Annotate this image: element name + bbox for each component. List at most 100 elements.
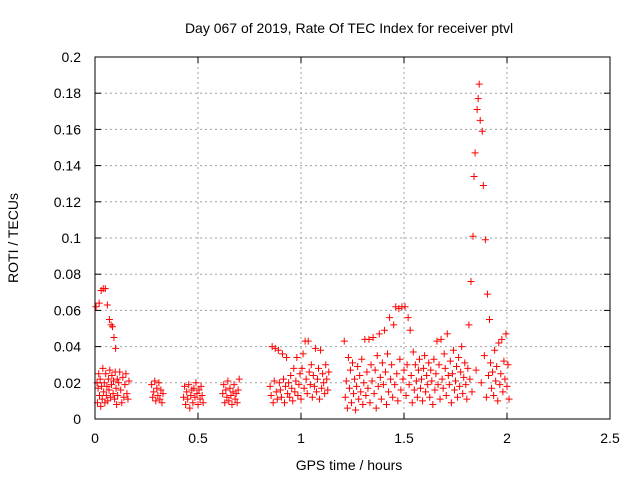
data-point [123,390,131,398]
data-point [466,375,474,383]
data-point [159,390,167,398]
data-point [484,372,492,380]
data-point [197,382,205,390]
data-point [485,315,493,323]
data-point [470,172,478,180]
data-point [148,381,156,389]
data-point [465,321,473,329]
data-point [94,384,102,392]
data-point [106,393,114,401]
x-axis-label: GPS time / hours [296,457,403,473]
y-tick-label: 0 [73,411,81,427]
data-point [481,236,489,244]
data-point [495,339,503,347]
data-point [494,397,502,405]
y-tick-label: 0.06 [54,302,81,318]
x-tick-label: 0.5 [188,430,208,446]
x-tick-label: 1.5 [394,430,414,446]
y-tick-label: 0.18 [54,85,81,101]
data-point [400,366,408,374]
data-point [447,399,455,407]
data-point [156,395,164,403]
data-point [500,357,508,365]
data-point [389,393,397,401]
data-point [184,395,192,403]
data-point [385,388,393,396]
data-point [317,346,325,354]
data-point [356,372,364,380]
data-point [234,386,242,394]
data-point [395,305,403,313]
data-point [233,399,241,407]
data-point [376,373,384,381]
data-point [104,375,112,383]
data-point [414,366,422,374]
data-point [437,335,445,343]
data-point [124,395,132,403]
data-point [299,350,307,358]
data-point [409,348,417,356]
data-point [428,377,436,385]
data-point [425,359,433,367]
data-point [100,388,108,396]
data-point [286,393,294,401]
data-point [300,384,308,392]
data-point [295,381,303,389]
data-point [377,395,385,403]
data-point [297,395,305,403]
data-point [302,375,310,383]
data-point [102,391,110,399]
data-point [232,390,240,398]
data-point [359,401,367,409]
data-point [479,182,487,190]
data-point [289,397,297,405]
data-point [267,391,275,399]
data-point [340,337,348,345]
data-point [491,346,499,354]
data-point [275,379,283,387]
data-point [277,393,285,401]
data-point [458,343,466,351]
data-point [503,382,511,390]
data-point [231,395,239,403]
data-point [406,326,414,334]
data-point [436,395,444,403]
data-point [489,368,497,376]
data-point [432,370,440,378]
data-point [183,388,191,396]
data-point [403,361,411,369]
data-point [367,361,375,369]
data-point [473,105,481,113]
data-point [150,388,158,396]
tick-labels: 0 0.5 1 1.5 2 2.5 0 0.02 0.04 0.06 0.08 0.1 0.12 0.14… [54,49,620,446]
data-point [104,397,112,405]
data-point [285,379,293,387]
data-point [343,404,351,412]
data-point [448,370,456,378]
data-point [342,377,350,385]
data-point [467,277,475,285]
data-point [100,379,108,387]
data-point [305,368,313,376]
data-point [384,350,392,358]
data-point [471,149,479,157]
data-point [463,395,471,403]
data-point [101,399,109,407]
data-point [449,346,457,354]
data-point [198,391,206,399]
data-point [103,301,111,309]
data-point [304,337,312,345]
data-point [323,375,331,383]
y-tick-label: 0.14 [54,158,81,174]
data-point [95,299,103,307]
data-point [435,361,443,369]
data-point [96,391,104,399]
data-point [318,384,326,392]
data-point [347,399,355,407]
data-point [354,363,362,371]
data-point [122,370,130,378]
y-tick-label: 0.02 [54,375,81,391]
data-point [281,399,289,407]
